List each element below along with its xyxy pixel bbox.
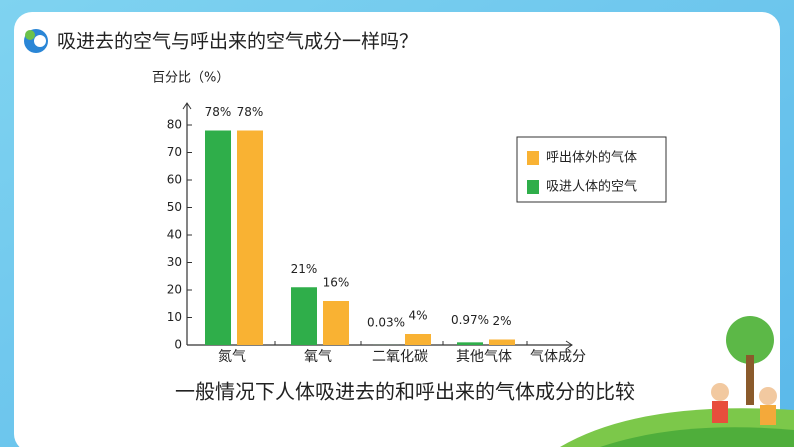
legend-label: 呼出体外的气体 — [546, 150, 637, 166]
y-tick-label: 70 — [167, 145, 182, 159]
value-label: 78% — [237, 105, 264, 119]
value-label: 4% — [408, 309, 427, 323]
title-icon — [24, 29, 48, 53]
legend-label: 吸进人体的空气 — [546, 179, 637, 195]
value-label: 0.03% — [367, 315, 405, 329]
bar — [323, 301, 349, 345]
legend-swatch — [527, 151, 539, 165]
decoration — [560, 316, 794, 447]
caption: 一般情况下人体吸进去的和呼出来的气体成分的比较 — [175, 380, 635, 404]
x-tick-label: 氮气 — [218, 349, 246, 365]
bar — [457, 342, 483, 345]
value-label: 2% — [492, 314, 511, 328]
bar — [237, 130, 263, 345]
legend-swatch — [527, 180, 539, 194]
value-label: 0.97% — [451, 313, 489, 327]
y-tick-label: 10 — [167, 310, 182, 324]
x-tick-label: 其他气体 — [456, 349, 512, 365]
value-label: 16% — [323, 276, 350, 290]
y-tick-label: 80 — [167, 118, 182, 132]
y-tick-label: 30 — [167, 255, 182, 269]
x-tick-label: 二氧化碳 — [372, 349, 428, 365]
x-axis-arrow — [565, 340, 573, 350]
y-axis-arrow — [182, 102, 192, 110]
y-tick-label: 60 — [167, 173, 182, 187]
x-axis-label: 气体成分 — [530, 349, 586, 365]
y-tick-label: 50 — [167, 200, 182, 214]
value-label: 78% — [205, 105, 232, 119]
bar — [489, 339, 515, 345]
slide-title: 吸进去的空气与呼出来的空气成分一样吗？ — [57, 31, 418, 53]
legend-box — [516, 136, 667, 203]
y-axis-label: 百分比（%） — [152, 71, 229, 86]
y-tick-label: 0 — [174, 338, 182, 352]
x-tick-label: 氧气 — [304, 349, 332, 365]
bar — [205, 130, 231, 345]
value-label: 21% — [291, 262, 318, 276]
y-tick-label: 20 — [167, 283, 182, 297]
bar — [291, 287, 317, 345]
y-tick-label: 40 — [167, 228, 182, 242]
bar — [405, 334, 431, 345]
